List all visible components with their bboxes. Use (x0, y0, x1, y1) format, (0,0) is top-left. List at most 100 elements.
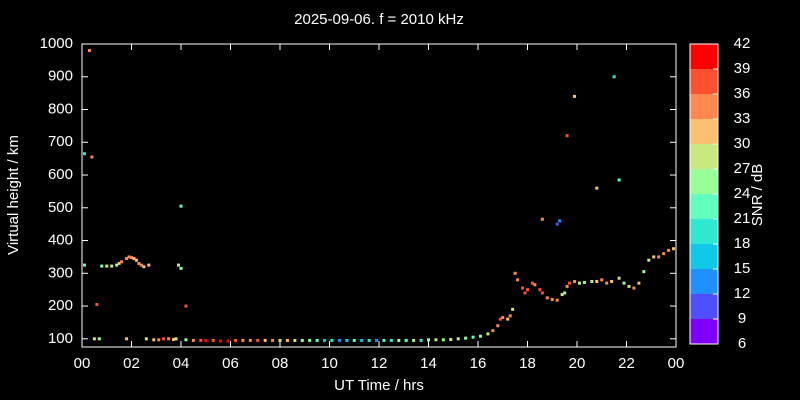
data-point (308, 338, 312, 342)
data-point (248, 338, 252, 342)
colorbar-tick-label: 27 (734, 160, 751, 177)
data-point (132, 257, 136, 261)
data-point (511, 307, 515, 311)
data-point (404, 338, 408, 342)
data-point (117, 261, 121, 265)
data-point (82, 152, 86, 156)
data-point (144, 337, 148, 341)
data-point (456, 337, 460, 341)
data-point (612, 75, 616, 79)
data-point (204, 338, 208, 342)
data-point (526, 288, 529, 292)
data-point (120, 260, 124, 264)
y-tick-label: 200 (48, 297, 73, 314)
colorbar-tick-label: 30 (734, 135, 751, 152)
data-point (184, 338, 188, 342)
data-point (617, 178, 621, 182)
data-point (323, 338, 327, 342)
data-point (115, 263, 119, 267)
colorbar-band (690, 194, 718, 219)
data-point (582, 280, 586, 284)
data-point (147, 263, 151, 267)
data-point (545, 296, 549, 300)
data-point (285, 338, 289, 342)
colorbar-tick-label: 33 (734, 110, 751, 127)
data-point (278, 338, 282, 342)
data-point (662, 252, 666, 256)
data-point (397, 338, 401, 342)
data-point (127, 255, 131, 259)
x-tick-label: 00 (668, 355, 685, 372)
data-point (555, 298, 559, 302)
colorbar-band (690, 269, 718, 294)
data-point (345, 338, 349, 342)
y-tick-label: 1000 (40, 35, 73, 52)
data-point (142, 265, 146, 269)
data-point (137, 261, 141, 265)
data-point (560, 293, 564, 297)
data-point (293, 338, 297, 342)
colorbar-band (690, 119, 718, 144)
data-point (199, 338, 203, 342)
data-point (233, 338, 237, 342)
data-point (241, 338, 245, 342)
data-point (652, 255, 656, 259)
data-point (667, 248, 671, 252)
colorbar-tick-label: 24 (734, 185, 751, 202)
data-point (95, 302, 99, 306)
data-point (110, 264, 114, 268)
colorbar-tick-label: 9 (738, 310, 746, 327)
data-point (563, 291, 567, 295)
data-point (441, 338, 445, 342)
data-point (555, 222, 559, 226)
data-point (595, 279, 599, 283)
data-point (125, 337, 129, 341)
data-point (139, 263, 143, 267)
data-point (672, 247, 676, 251)
colorbar-band (690, 69, 718, 94)
colorbar-tick-label: 42 (734, 35, 751, 52)
y-axis-label: Virtual height / km (5, 135, 22, 255)
data-point (300, 338, 304, 342)
data-point (271, 338, 275, 342)
data-point (226, 339, 230, 343)
colorbar-label: SNR / dB (749, 164, 766, 227)
data-point (419, 338, 423, 342)
data-point (501, 316, 505, 320)
data-point (617, 276, 621, 280)
x-tick-label: 18 (519, 355, 536, 372)
data-point (595, 186, 599, 190)
data-point (389, 338, 393, 342)
data-point (516, 278, 520, 282)
y-tick-label: 600 (48, 166, 73, 183)
data-point (657, 255, 661, 259)
y-tick-label: 900 (48, 68, 73, 85)
data-point (533, 283, 537, 287)
colorbar-tick-label: 6 (738, 335, 746, 352)
colorbar-band (690, 169, 718, 194)
y-tick-label: 700 (48, 133, 73, 150)
x-tick-label: 06 (222, 355, 239, 372)
colorbar-band (690, 294, 718, 319)
data-point (573, 94, 577, 98)
data-point (167, 337, 171, 341)
data-point (506, 317, 510, 321)
data-point (375, 338, 379, 342)
data-point (622, 281, 626, 285)
data-point (130, 256, 133, 260)
data-point (191, 338, 195, 342)
colorbar-tick-label: 12 (734, 285, 751, 302)
data-point (315, 338, 319, 342)
data-point (573, 279, 577, 283)
data-point (540, 217, 544, 221)
data-point (471, 335, 475, 339)
data-point (382, 338, 386, 342)
data-point (152, 338, 156, 342)
colorbar-tick-label: 15 (734, 260, 751, 277)
data-point (219, 339, 223, 343)
data-point (367, 338, 371, 342)
data-point (87, 49, 91, 53)
data-point (412, 338, 416, 342)
data-point (184, 304, 188, 308)
